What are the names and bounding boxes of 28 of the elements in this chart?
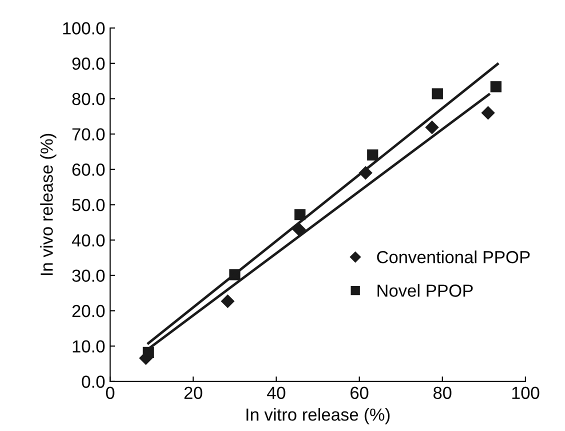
y-tick-label: 20.0 <box>72 304 105 318</box>
x-tick-label: 80 <box>433 386 452 400</box>
x-tick-label: 20 <box>184 386 202 400</box>
legend-label: Conventional PPOP <box>377 250 530 264</box>
y-axis-title: In vivo release (%) <box>40 134 56 275</box>
y-tick-label: 10.0 <box>72 340 105 353</box>
x-tick-label: 60 <box>350 386 368 400</box>
x-axis-title: In vitro release (%) <box>246 408 390 424</box>
y-tick-label: 70.0 <box>72 128 105 141</box>
x-tick-label: 40 <box>267 386 286 400</box>
y-tick-label: 60.0 <box>72 164 105 176</box>
point <box>294 209 306 220</box>
y-tick-label: 40.0 <box>72 234 105 247</box>
x-tick-label: 0 <box>106 386 114 400</box>
point <box>490 81 502 92</box>
point <box>432 88 443 100</box>
y-tick-label: 80.0 <box>72 92 105 106</box>
y-tick-label: 50.0 <box>72 198 105 212</box>
legend-label: Novel PPOP <box>378 284 473 297</box>
point <box>367 149 378 160</box>
y-tick-label: 90.0 <box>72 58 105 70</box>
point <box>425 120 439 134</box>
point <box>481 106 495 120</box>
y-tick-label: 100.0 <box>63 22 105 34</box>
y-tick-label: 0.0 <box>82 376 105 388</box>
point <box>221 294 234 308</box>
x-tick-label: 100 <box>512 386 540 400</box>
y-tick-label: 30.0 <box>72 270 105 282</box>
